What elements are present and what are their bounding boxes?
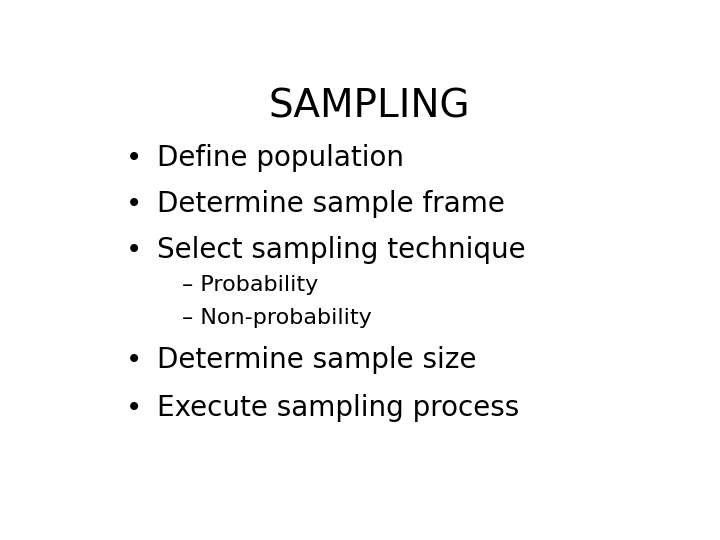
Text: – Non-probability: – Non-probability [182, 308, 372, 328]
Text: •: • [126, 236, 143, 264]
Text: – Probability: – Probability [182, 275, 318, 295]
Text: Select sampling technique: Select sampling technique [157, 236, 526, 264]
Text: •: • [126, 190, 143, 218]
Text: •: • [126, 346, 143, 374]
Text: •: • [126, 144, 143, 172]
Text: Determine sample size: Determine sample size [157, 346, 477, 374]
Text: Define population: Define population [157, 144, 404, 172]
Text: SAMPLING: SAMPLING [268, 87, 470, 126]
Text: •: • [126, 394, 143, 422]
Text: Execute sampling process: Execute sampling process [157, 394, 519, 422]
Text: Determine sample frame: Determine sample frame [157, 190, 505, 218]
